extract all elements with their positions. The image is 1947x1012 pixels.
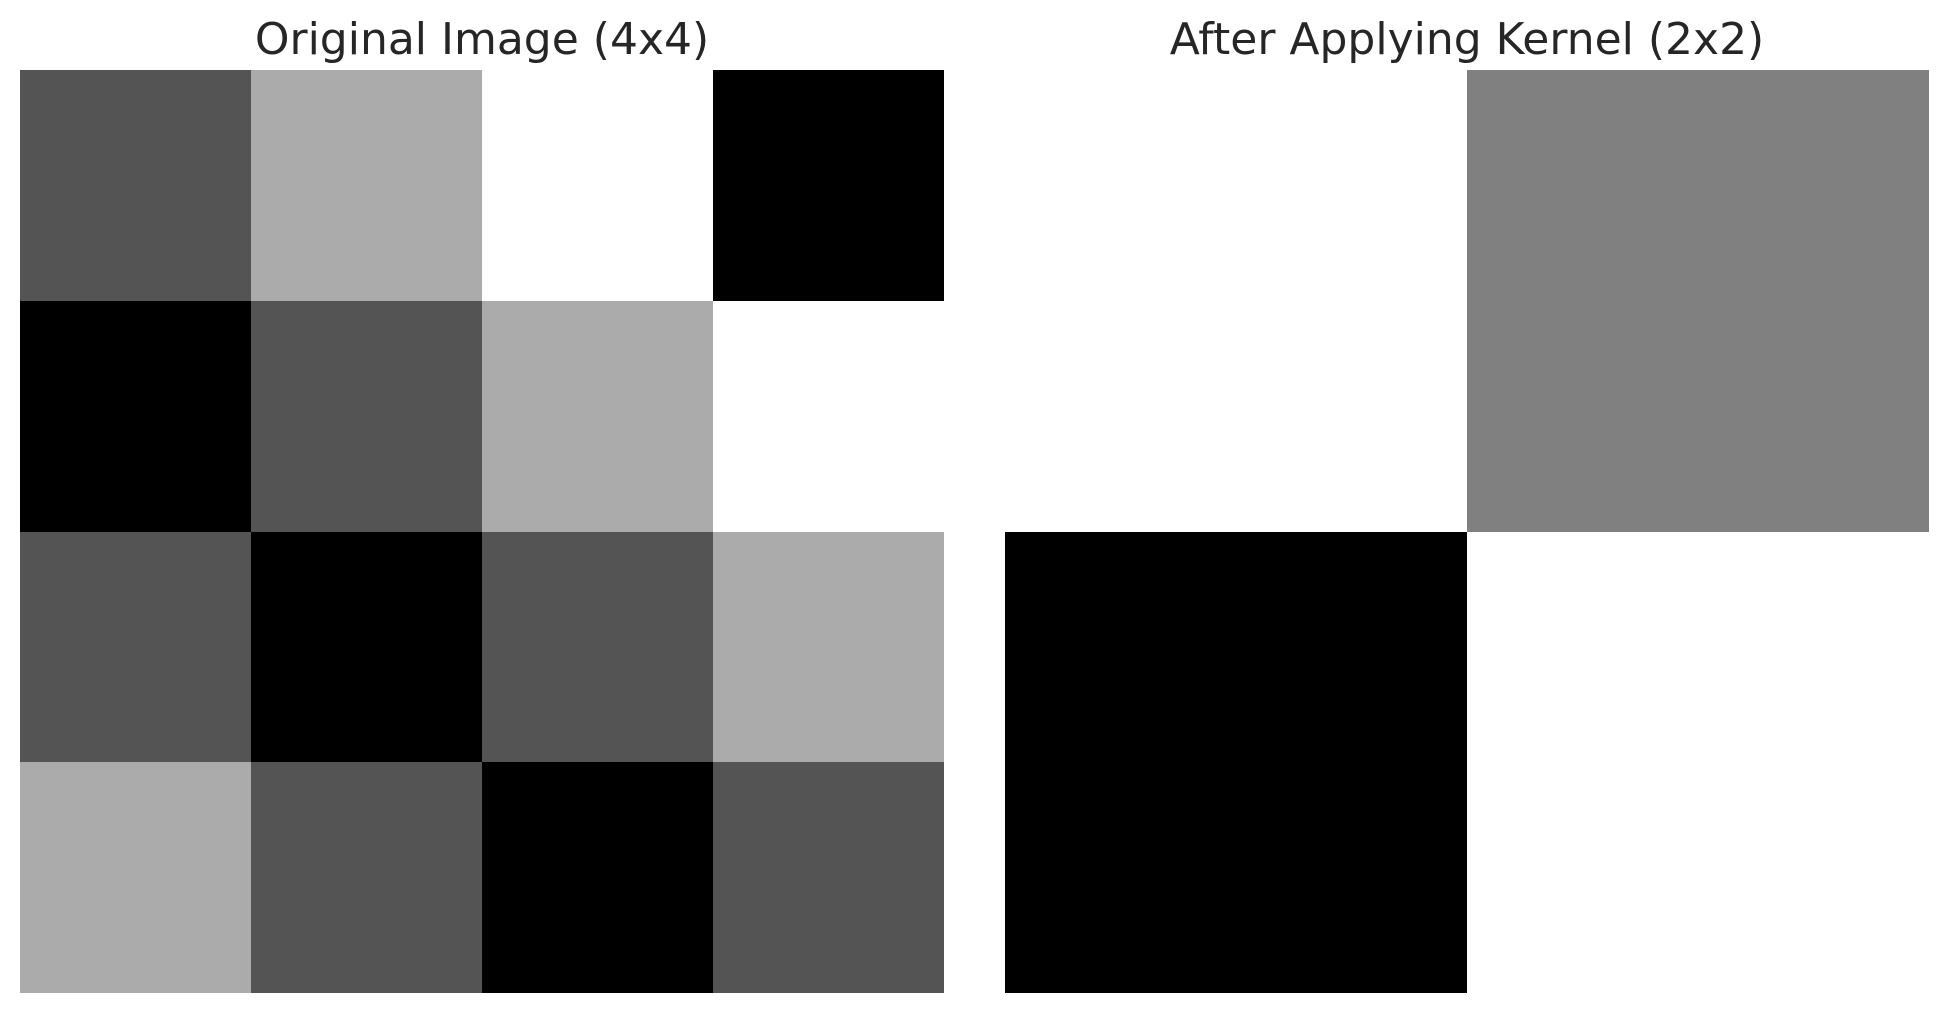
heatmap-cell-r0-c2 <box>482 70 713 301</box>
heatmap-cell-r0-c0 <box>20 70 251 301</box>
heatmap-cell-r3-c2 <box>482 762 713 993</box>
heatmap-cell-r2-c1 <box>251 531 482 763</box>
heatmap-cell-r3-c3 <box>713 762 944 993</box>
heatmap-cell-r1-c0 <box>20 300 251 532</box>
heatmap-cell-r1-c1 <box>1467 531 1929 993</box>
heatmap-cell-r0-c3 <box>713 70 944 301</box>
heatmap-cell-r1-c0 <box>1005 531 1467 993</box>
heatmap-cell-r2-c0 <box>20 531 251 763</box>
heatmap-cell-r1-c2 <box>482 300 713 532</box>
heatmap-cell-r3-c1 <box>251 762 482 993</box>
heatmap-cell-r1-c1 <box>251 300 482 532</box>
kernel-output-heatmap <box>1005 70 1929 993</box>
heatmap-cell-r2-c3 <box>713 531 944 763</box>
left-panel-title: Original Image (4x4) <box>254 14 710 65</box>
heatmap-cell-r2-c2 <box>482 531 713 763</box>
heatmap-cell-r0-c1 <box>1467 70 1929 532</box>
right-panel-title: After Applying Kernel (2x2) <box>1169 14 1765 65</box>
heatmap-cell-r0-c0 <box>1005 70 1467 532</box>
heatmap-cell-r3-c0 <box>20 762 251 993</box>
heatmap-cell-r0-c1 <box>251 70 482 301</box>
heatmap-cell-r1-c3 <box>713 300 944 532</box>
original-image-heatmap <box>20 70 944 993</box>
